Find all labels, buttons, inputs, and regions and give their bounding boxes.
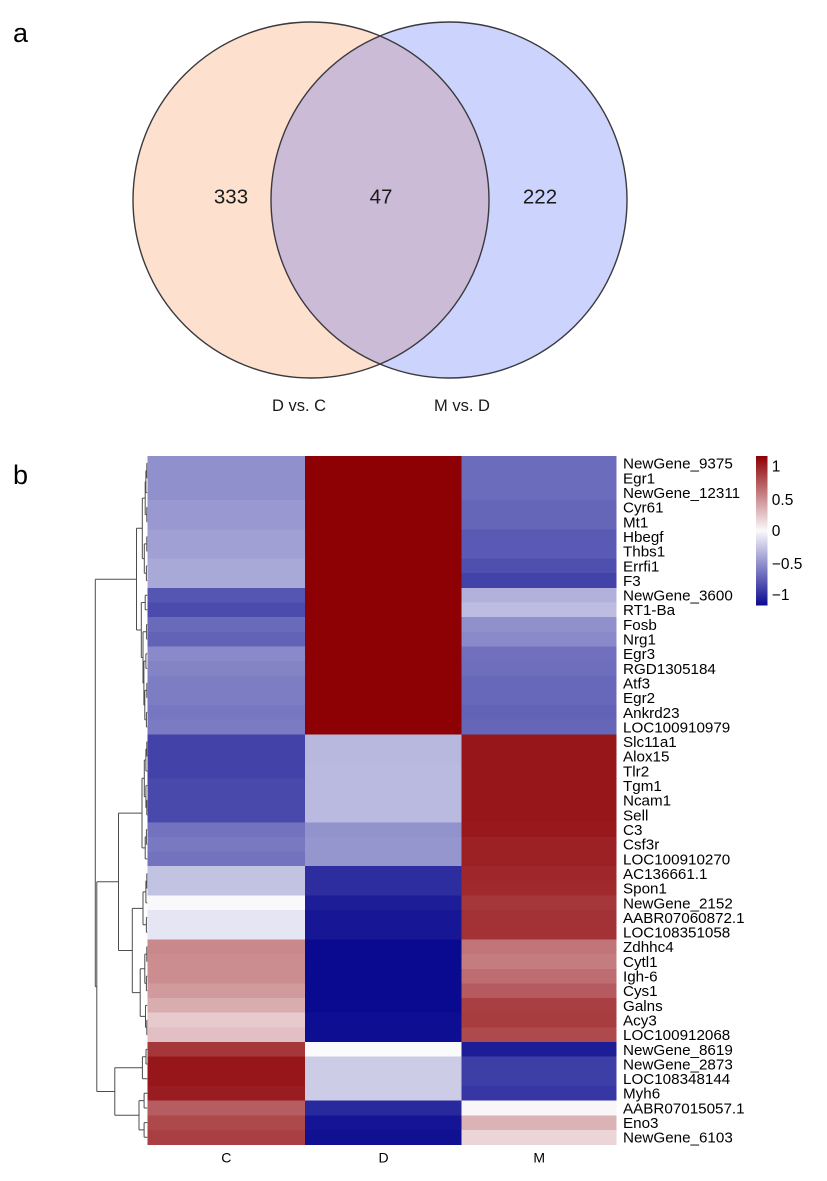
svg-text:D vs. C: D vs. C [272,397,326,415]
svg-text:Tlr2: Tlr2 [623,763,649,780]
svg-text:C3: C3 [623,822,642,839]
svg-text:1: 1 [772,458,781,475]
svg-text:NewGene_2152: NewGene_2152 [623,895,733,912]
svg-text:AABR07060872.1: AABR07060872.1 [623,910,745,927]
svg-text:NewGene_12311: NewGene_12311 [623,485,740,502]
svg-text:Atf3: Atf3 [623,676,650,693]
svg-text:D: D [378,1150,388,1166]
svg-text:LOC108351058: LOC108351058 [623,925,730,942]
svg-text:Mt1: Mt1 [623,514,648,531]
svg-text:Egr1: Egr1 [623,470,655,487]
svg-text:NewGene_6103: NewGene_6103 [623,1130,733,1147]
svg-text:0.5: 0.5 [772,492,794,509]
svg-text:Egr3: Egr3 [623,646,655,663]
svg-text:Sell: Sell [623,807,648,824]
svg-text:LOC100910270: LOC100910270 [623,851,730,868]
svg-text:AABR07015057.1: AABR07015057.1 [623,1100,745,1117]
svg-text:333: 333 [214,186,248,209]
svg-text:AC136661.1: AC136661.1 [623,866,707,883]
svg-text:Cytl1: Cytl1 [623,954,658,971]
svg-text:Alox15: Alox15 [623,749,669,766]
svg-text:Galns: Galns [623,998,663,1015]
svg-text:Zdhhc4: Zdhhc4 [623,939,674,956]
svg-text:0: 0 [772,523,781,540]
svg-text:Errfi1: Errfi1 [623,558,659,575]
svg-text:RGD1305184: RGD1305184 [623,661,716,678]
svg-text:NewGene_9375: NewGene_9375 [623,456,733,473]
svg-text:Ankrd23: Ankrd23 [623,705,680,722]
svg-text:NewGene_3600: NewGene_3600 [623,588,733,605]
svg-text:Egr2: Egr2 [623,690,655,707]
svg-text:Cyr61: Cyr61 [623,500,664,517]
svg-text:NewGene_8619: NewGene_8619 [623,1042,733,1059]
svg-text:−0.5: −0.5 [772,556,803,573]
svg-text:b: b [13,460,28,490]
svg-text:M vs. D: M vs. D [434,397,490,415]
svg-text:NewGene_2873: NewGene_2873 [623,1056,733,1073]
svg-text:Fosb: Fosb [623,617,657,634]
svg-text:Tgm1: Tgm1 [623,778,662,795]
svg-text:Hbegf: Hbegf [623,529,664,546]
svg-text:Slc11a1: Slc11a1 [623,734,677,751]
svg-text:Spon1: Spon1 [623,881,667,898]
svg-text:Acy3: Acy3 [623,1013,657,1030]
svg-text:47: 47 [370,186,393,209]
svg-text:Csf3r: Csf3r [623,837,659,854]
svg-text:RT1-Ba: RT1-Ba [623,602,676,619]
svg-text:Ncam1: Ncam1 [623,793,671,810]
svg-text:M: M [533,1150,545,1166]
svg-text:222: 222 [523,186,557,209]
svg-text:LOC100912068: LOC100912068 [623,1027,730,1044]
svg-text:Nrg1: Nrg1 [623,632,656,649]
svg-text:F3: F3 [623,573,641,590]
svg-text:a: a [13,18,29,48]
svg-text:Igh-6: Igh-6 [623,969,658,986]
svg-text:C: C [221,1150,231,1166]
svg-text:−1: −1 [772,587,790,604]
svg-text:LOC100910979: LOC100910979 [623,719,730,736]
svg-text:Eno3: Eno3 [623,1115,658,1132]
svg-text:Thbs1: Thbs1 [623,544,665,561]
svg-text:Myh6: Myh6 [623,1086,660,1103]
svg-text:LOC108348144: LOC108348144 [623,1071,730,1088]
svg-text:Cys1: Cys1 [623,983,658,1000]
